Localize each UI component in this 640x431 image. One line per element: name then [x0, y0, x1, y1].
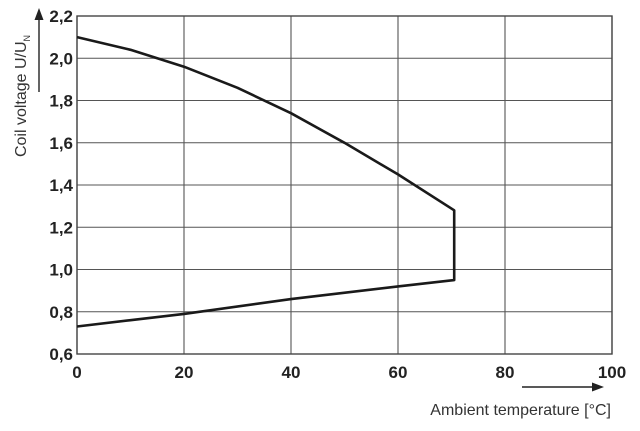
y-tick-label: 1,0 — [49, 261, 73, 280]
x-tick-label: 0 — [72, 363, 81, 382]
y-axis-label: Coil voltage U/UN — [13, 35, 32, 157]
y-axis-arrow — [34, 8, 44, 92]
y-tick-label: 1,6 — [49, 134, 73, 153]
x-tick-label: 40 — [282, 363, 301, 382]
y-tick-label: 2,0 — [49, 49, 73, 68]
x-tick-label: 80 — [496, 363, 515, 382]
x-tick-label: 60 — [389, 363, 408, 382]
x-axis-arrow — [522, 382, 604, 392]
y-tick-label: 1,4 — [49, 176, 73, 195]
x-tick-label: 20 — [175, 363, 194, 382]
y-tick-label: 1,2 — [49, 218, 73, 237]
grid — [76, 15, 613, 355]
x-tick-labels: 0 20 40 60 80 100 — [72, 363, 626, 382]
y-tick-labels: 0,6 0,8 1,0 1,2 1,4 1,6 1,8 2,0 2,2 — [49, 7, 73, 364]
y-tick-label: 0,6 — [49, 345, 73, 364]
plot-frame — [76, 15, 613, 355]
y-tick-label: 0,8 — [49, 303, 73, 322]
x-tick-label: 100 — [598, 363, 626, 382]
curve-layer — [76, 35, 456, 328]
operating-range-curve — [76, 35, 456, 328]
y-tick-label: 2,2 — [49, 7, 73, 26]
x-axis-label: Ambient temperature [°C] — [430, 402, 611, 419]
y-tick-label: 1,8 — [49, 92, 73, 111]
